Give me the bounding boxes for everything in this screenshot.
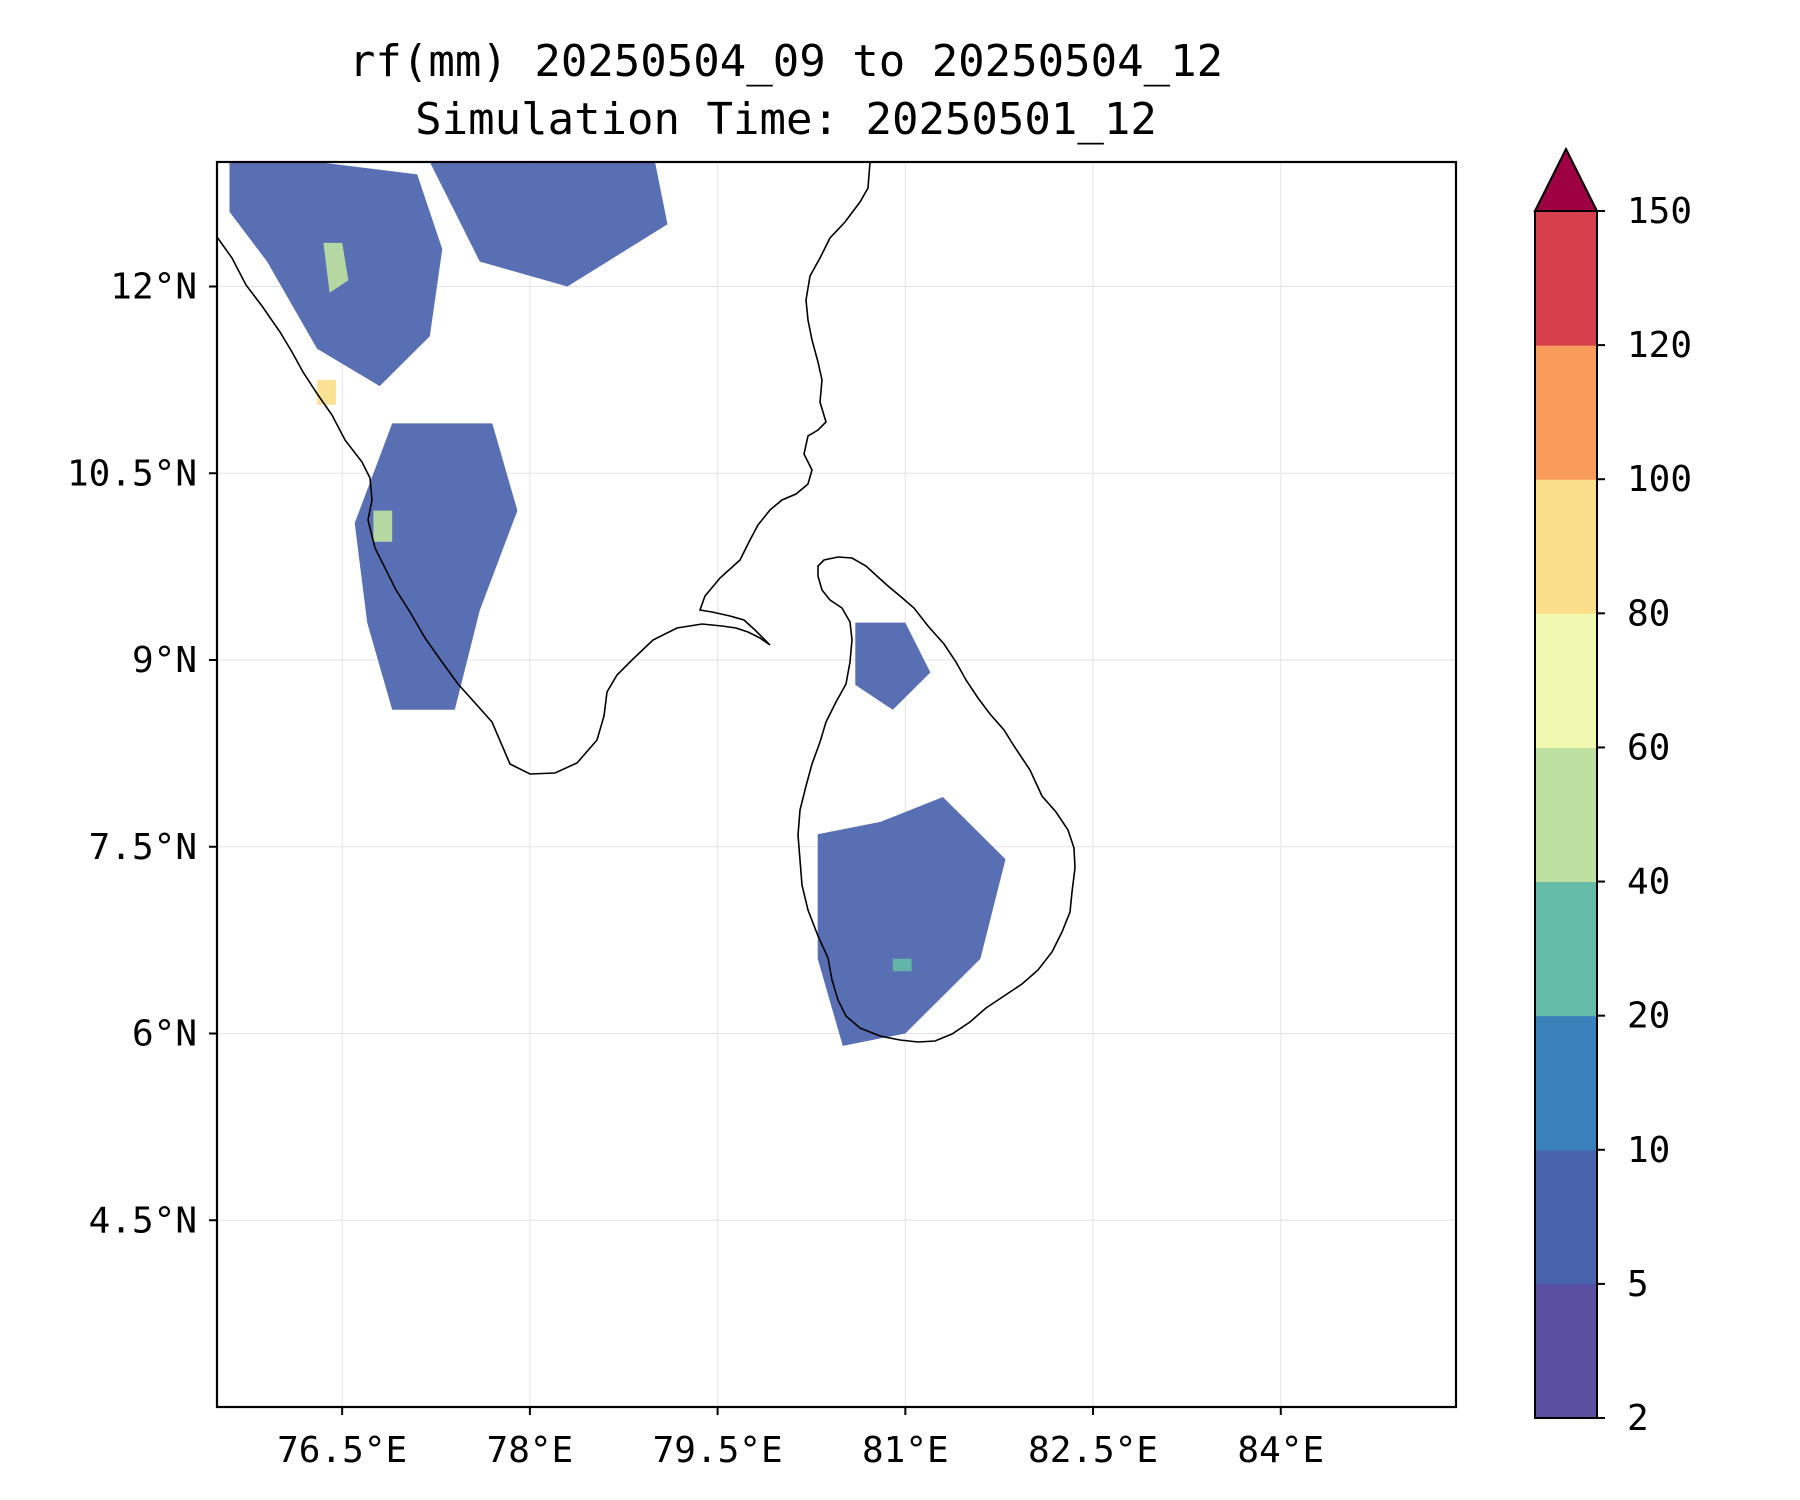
x-tick-label: 78°E [487,1430,574,1471]
colorbar-label: 2 [1627,1398,1649,1439]
y-tick-label: 6°N [132,1014,197,1055]
rainfall-area [317,379,336,405]
colorbar-segment [1535,1015,1597,1151]
colorbar-label: 20 [1627,996,1670,1037]
colorbar-segment [1535,479,1597,614]
colorbar-segment [1535,613,1597,748]
x-tick-label: 82.5°E [1028,1430,1158,1471]
colorbar-label: 80 [1627,593,1670,634]
rainfall-area [373,510,393,542]
y-tick-label: 7.5°N [89,827,197,868]
colorbar-segment [1535,345,1597,480]
y-tick-label: 12°N [110,267,197,308]
map-title: rf(mm) 20250504_09 to 20250504_12 [348,36,1224,87]
colorbar-label: 100 [1627,459,1692,500]
rainfall-area [817,797,1006,1046]
colorbar-segment [1535,1149,1597,1285]
colorbar-segment [1535,211,1597,346]
x-tick-label: 76.5°E [277,1430,407,1471]
rainfall-area [323,242,349,293]
x-tick-label: 81°E [862,1430,949,1471]
x-tick-label: 84°E [1237,1430,1324,1471]
y-tick-label: 10.5°N [67,453,197,494]
colorbar-label: 10 [1627,1130,1670,1171]
rainfall-area [354,423,518,710]
colorbar-segment [1535,1283,1597,1419]
rainfall-contours [229,162,1006,1046]
y-tick-label: 9°N [132,640,197,681]
colorbar-label: 40 [1627,862,1670,903]
colorbar-label: 120 [1627,325,1692,366]
colorbar-frame [1534,210,1598,1419]
colorbar-label: 60 [1627,727,1670,768]
rainfall-area [855,622,931,710]
colorbar-label: 5 [1627,1264,1649,1305]
rainfall-area [429,162,668,287]
gridlines [217,162,1456,1407]
colorbar-extend-arrow [1533,146,1599,212]
india-coastline [217,162,871,775]
colorbar: 2 5 10 20 40 60 80 100 120 150 [1533,146,1692,1439]
coastline [217,162,1076,1043]
colorbar-segment [1535,747,1597,883]
colorbar-label: 150 [1627,191,1692,232]
y-axis-ticks: 12°N 10.5°N 9°N 7.5°N 6°N 4.5°N [67,267,217,1241]
plot-frame [215,160,1458,1409]
rainfall-area [892,958,912,972]
sri-lanka-coastline [797,556,1076,1043]
x-tick-label: 79.5°E [653,1430,783,1471]
x-axis-ticks: 76.5°E 78°E 79.5°E 81°E 82.5°E 84°E [277,1407,1324,1471]
y-tick-label: 4.5°N [89,1200,197,1241]
colorbar-segment [1535,881,1597,1017]
map-subtitle: Simulation Time: 20250501_12 [415,94,1157,145]
